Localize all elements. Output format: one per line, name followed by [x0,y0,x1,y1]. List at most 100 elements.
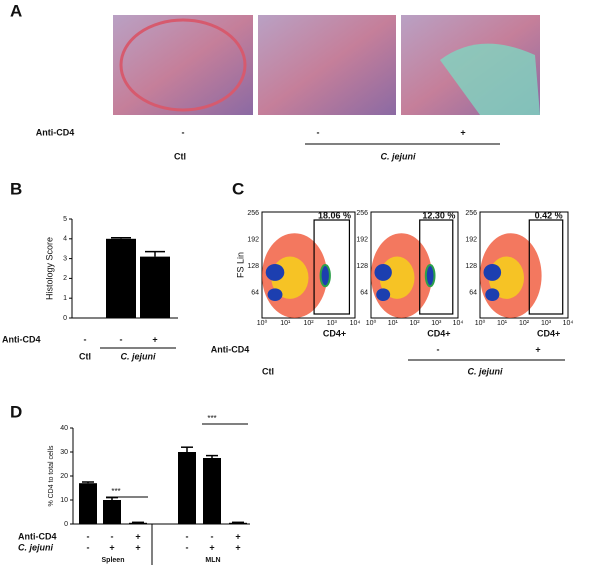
group-label: Ctl [79,351,91,361]
flow-density [424,264,436,288]
treatment-sign: + [460,127,465,137]
x-tick-label: 10³ [541,320,552,327]
y-tick-label: 40 [60,425,68,432]
x-tick-label: 10² [409,320,420,327]
row-sign: - [84,334,87,344]
x-tick-label: 10¹ [388,320,399,327]
flow-density [483,263,502,281]
panel-label: A [10,1,22,20]
x-axis-label: CD4+ [323,328,346,338]
gate-percent: 12.30 % [422,210,455,220]
y-tick-label: 10 [60,497,68,504]
significance: *** [207,414,216,423]
y-tick-label: 64 [469,289,477,296]
y-tick-label: 5 [63,216,67,223]
y-tick-label: 192 [247,236,259,243]
y-tick-label: 128 [356,263,368,270]
x-tick-label: 10⁴ [350,320,361,327]
panel-label: B [10,179,22,198]
x-tick-label: 10² [303,320,314,327]
flow-density [374,263,392,281]
y-tick-label: 192 [465,236,477,243]
treatment-sign: - [437,344,440,354]
row-sign: - [120,334,123,344]
bar [178,452,196,524]
flow-density [265,263,285,281]
x-tick-label: 10¹ [497,320,508,327]
y-tick-label: 256 [465,210,477,217]
panel-label: C [232,179,244,198]
treatment-label: Anti-CD4 [36,127,75,137]
x-tick-label: 10⁰ [475,319,486,327]
y-axis-label: FS Lin [235,252,245,278]
row-sign: - [211,531,214,541]
y-tick-label: 0 [64,521,68,528]
group-label: Ctl [174,151,186,161]
gate [528,219,564,315]
row-sign: + [209,542,214,552]
gate [419,219,454,315]
panel-label: D [10,402,22,421]
gate-percent: 0.42 % [535,210,563,220]
row-sign: + [109,542,114,552]
flow-density [485,288,500,302]
x-tick-label: 10⁴ [563,320,574,327]
flow-density [376,288,391,302]
row-sign: + [135,531,140,541]
y-tick-label: 192 [356,236,368,243]
y-axis-label: Histology Score [44,237,54,300]
bar [129,522,147,524]
y-tick-label: 1 [63,295,67,302]
row-label: C. jejuni [18,542,54,552]
y-tick-label: 2 [63,275,67,282]
flow-density [267,288,283,302]
row-sign: - [186,542,189,552]
treatment-sign: - [182,127,185,137]
group-label: Ctl [262,366,274,376]
group-label: MLN [205,557,220,564]
x-tick-label: 10³ [431,320,442,327]
y-tick-label: 128 [465,263,477,270]
y-tick-label: 4 [63,236,67,243]
y-tick-label: 256 [247,210,259,217]
y-tick-label: 64 [251,289,259,296]
x-tick-label: 10¹ [280,320,291,327]
row-sign: + [152,334,157,344]
y-tick-label: 64 [360,289,368,296]
flow-density [319,264,331,288]
y-tick-label: 20 [60,473,68,480]
row-sign: - [87,542,90,552]
group-label: C. jejuni [120,351,156,361]
x-tick-label: 10³ [327,320,338,327]
row-label: Anti-CD4 [18,531,57,541]
bar [203,458,221,524]
significance: *** [111,487,120,496]
group-label: C. jejuni [380,151,416,161]
row-label: Anti-CD4 [2,334,41,344]
histology-image [258,15,396,115]
histology-ring [119,18,247,112]
group-label: Spleen [102,557,125,564]
row-sign: + [235,542,240,552]
bar [106,238,136,318]
histology-image [113,15,253,115]
x-tick-label: 10⁰ [366,319,377,327]
row-sign: - [111,531,114,541]
bar [103,500,121,524]
y-tick-label: 30 [60,449,68,456]
x-axis-label: CD4+ [427,328,450,338]
bar [140,256,170,318]
gate-percent: 18.06 % [318,210,351,220]
histology-lumen [440,43,540,115]
y-tick-label: 3 [63,255,67,262]
bar [229,522,247,524]
x-axis-label: CD4+ [537,328,560,338]
y-axis-label: % CD4 to total cells [48,445,55,507]
row-sign: - [186,531,189,541]
x-tick-label: 10⁴ [453,320,464,327]
row-sign: + [235,531,240,541]
treatment-label: Anti-CD4 [211,344,250,354]
treatment-sign: - [317,127,320,137]
row-sign: + [135,542,140,552]
